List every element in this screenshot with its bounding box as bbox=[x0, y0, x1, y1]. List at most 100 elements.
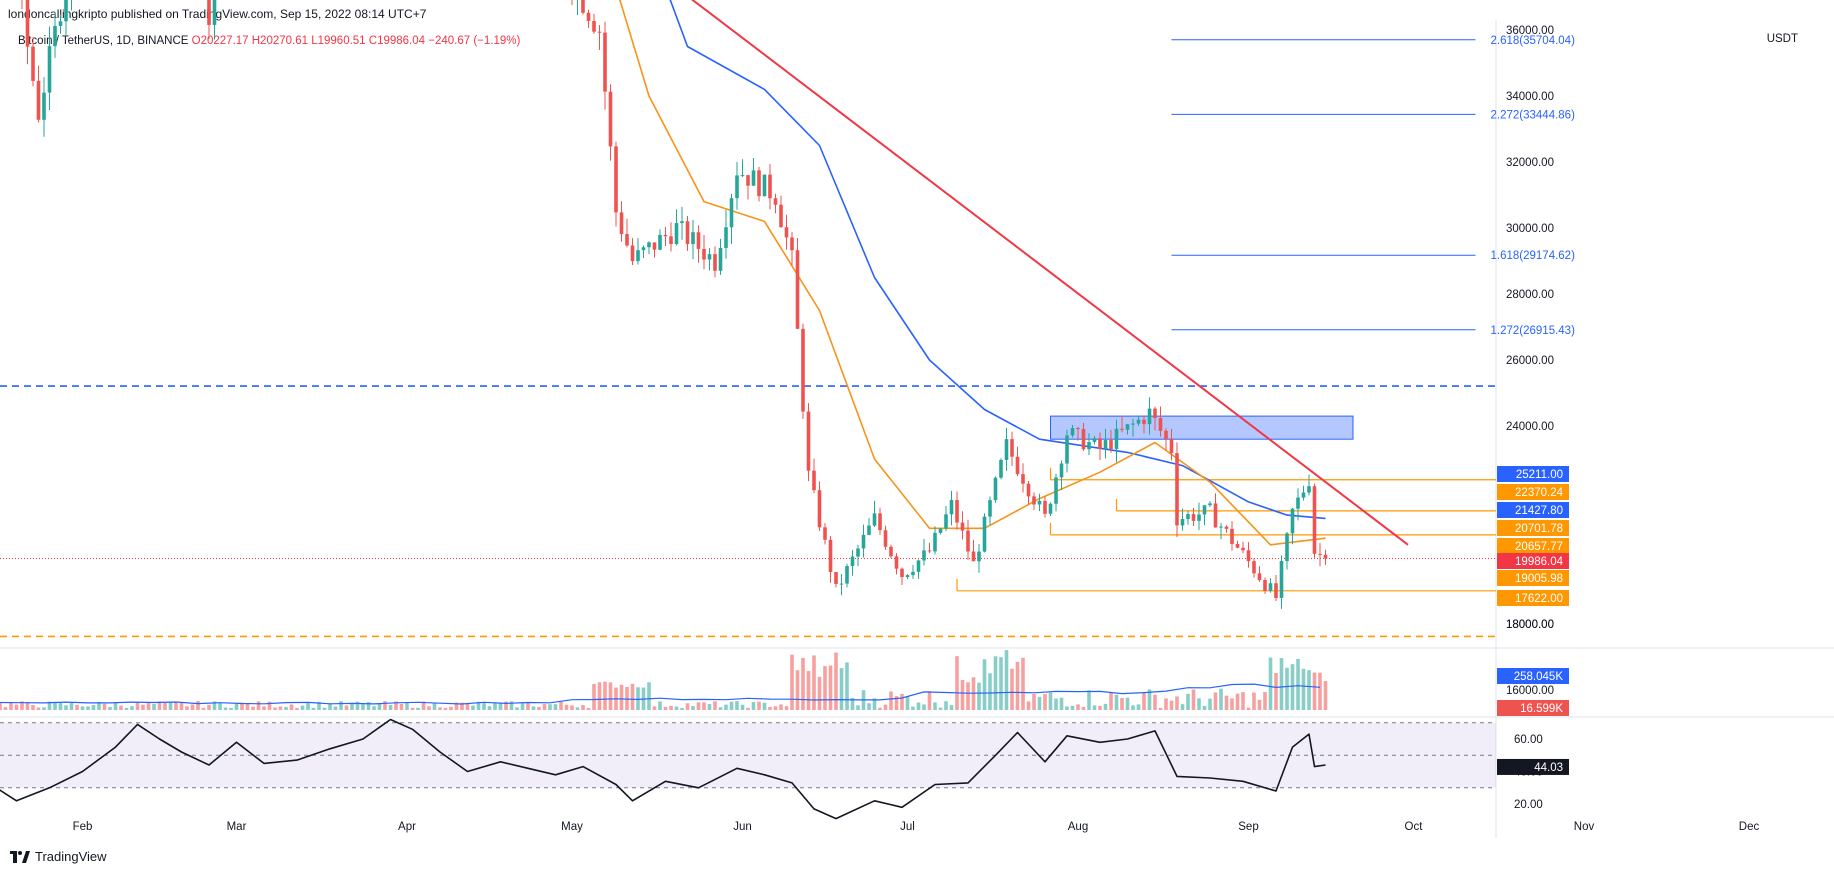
volume-bar bbox=[229, 707, 233, 710]
volume-bar bbox=[1087, 690, 1091, 710]
candle-body bbox=[900, 568, 904, 578]
candle-body bbox=[872, 513, 877, 526]
volume-bar bbox=[823, 666, 827, 710]
volume-bar bbox=[729, 701, 734, 710]
volume-bar bbox=[619, 684, 624, 710]
candle-body bbox=[1257, 573, 1262, 581]
candle-body bbox=[207, 0, 211, 25]
symbol-title[interactable]: Bitcoin / TetherUS, 1D, BINANCE bbox=[18, 35, 189, 47]
volume-bar bbox=[432, 702, 437, 710]
candle-body bbox=[845, 566, 849, 584]
candle-body bbox=[1186, 514, 1190, 519]
volume-bar bbox=[1180, 704, 1185, 710]
volume-bar bbox=[564, 704, 569, 710]
rsi-line[interactable] bbox=[0, 718, 1326, 820]
volume-bar bbox=[927, 691, 932, 710]
volume-bar bbox=[652, 706, 657, 710]
volume-bar bbox=[922, 704, 926, 710]
fib-level-label: 1.618(29174.62) bbox=[1491, 250, 1576, 262]
candle-body bbox=[1202, 505, 1207, 515]
candle-body bbox=[740, 175, 745, 177]
bearish-trendline-layer: Bearish Trendline bbox=[61, 0, 1409, 546]
volume-bar bbox=[537, 706, 541, 710]
time-tick-label: Sep bbox=[1238, 821, 1258, 833]
candle-body bbox=[867, 525, 871, 535]
volume-bar bbox=[702, 702, 706, 710]
volume-bar bbox=[14, 704, 19, 710]
candle-body bbox=[636, 250, 640, 262]
volume-bar bbox=[867, 703, 871, 710]
volume-bar bbox=[669, 705, 673, 710]
volume-bar bbox=[69, 702, 74, 710]
time-tick-label: Dec bbox=[1739, 821, 1760, 833]
rsi-badge bbox=[1497, 758, 1569, 775]
fib-level-label: 2.272(33444.86) bbox=[1491, 109, 1576, 121]
candle-body bbox=[1164, 430, 1168, 439]
volume-bar bbox=[806, 671, 811, 710]
volume-bar bbox=[1186, 693, 1190, 710]
price-badge-label: 19005.98 bbox=[1515, 573, 1563, 585]
volume-bar bbox=[960, 679, 965, 710]
candle-body bbox=[883, 530, 888, 547]
candle-body bbox=[696, 232, 701, 249]
volume-bar bbox=[999, 657, 1003, 710]
volume-bar bbox=[262, 706, 266, 710]
volume-bar bbox=[856, 705, 860, 710]
volume-bar bbox=[597, 682, 602, 710]
candle-body bbox=[614, 146, 618, 213]
volume-bar bbox=[542, 703, 547, 710]
volume-bar bbox=[427, 706, 431, 710]
volume-bar bbox=[647, 682, 651, 710]
candle-body bbox=[581, 0, 585, 13]
volume-bar bbox=[740, 704, 745, 710]
candle-body bbox=[949, 500, 954, 515]
candle-body bbox=[1081, 428, 1086, 450]
volume-bar bbox=[322, 707, 327, 710]
volume-bar bbox=[779, 704, 783, 710]
candle-body bbox=[916, 560, 921, 572]
tradingview-footer[interactable]: TradingView bbox=[10, 849, 107, 864]
bearish-trendline[interactable] bbox=[61, 0, 1409, 546]
candle-body bbox=[674, 223, 679, 245]
volume-bar bbox=[487, 706, 492, 710]
volume-bar bbox=[1197, 698, 1201, 710]
candle-body bbox=[1109, 440, 1113, 449]
resistance-zone[interactable] bbox=[1050, 415, 1354, 440]
volume-bar bbox=[333, 706, 338, 710]
volume-bar bbox=[1043, 694, 1047, 710]
ma-fast-line[interactable] bbox=[0, 0, 1326, 546]
volume-bar bbox=[878, 707, 882, 710]
time-tick-label: Jul bbox=[900, 821, 915, 833]
volume-bar bbox=[1296, 658, 1300, 710]
candle-body bbox=[1235, 543, 1240, 548]
candle-body bbox=[1076, 428, 1080, 430]
volume-bar bbox=[680, 707, 684, 710]
volume-bar bbox=[1285, 667, 1289, 710]
volume-bar bbox=[383, 701, 387, 710]
volume-bar bbox=[520, 702, 525, 710]
price-badge bbox=[1497, 466, 1569, 482]
volume-bar bbox=[1010, 668, 1014, 710]
volume-bar bbox=[1026, 701, 1031, 710]
price-badge bbox=[1497, 520, 1569, 536]
volume-bar bbox=[1202, 705, 1207, 710]
candle-body bbox=[1054, 477, 1058, 504]
volume-bar bbox=[196, 701, 200, 710]
volume-bar bbox=[905, 696, 910, 710]
volume-bar bbox=[1208, 698, 1212, 710]
candle-body bbox=[630, 245, 635, 262]
volume-bar bbox=[784, 706, 789, 710]
candle-body bbox=[1043, 500, 1047, 514]
candle-body bbox=[1323, 554, 1328, 559]
rsi-pane bbox=[0, 718, 1496, 820]
candle-body bbox=[850, 556, 855, 567]
volume-bar bbox=[735, 701, 739, 710]
candle-body bbox=[938, 528, 943, 533]
candle-body bbox=[1285, 533, 1289, 562]
volume-bar bbox=[1092, 705, 1097, 710]
ma-slow-line[interactable] bbox=[0, 0, 1326, 520]
volume-bar bbox=[850, 697, 855, 710]
candle-body bbox=[724, 227, 728, 248]
volume-bar bbox=[630, 683, 635, 710]
